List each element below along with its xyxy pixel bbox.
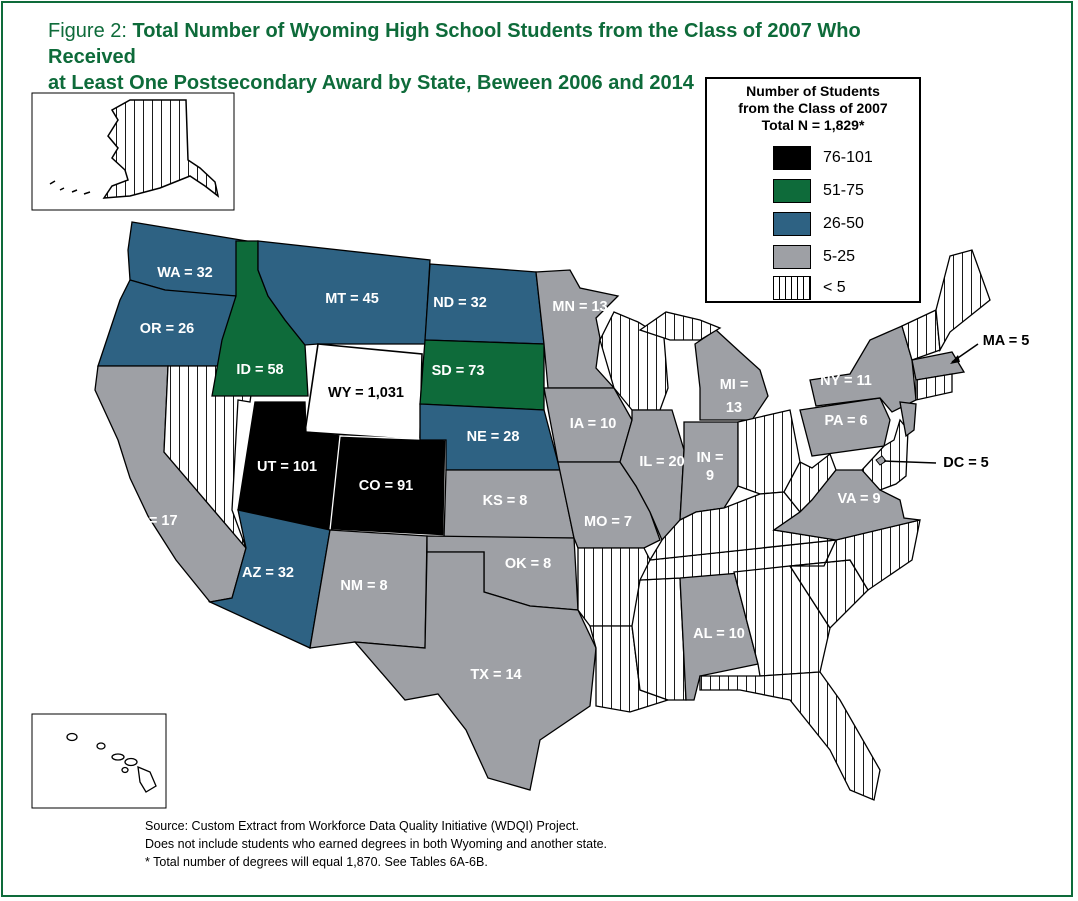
legend-item-5-25: 5-25 [773, 244, 913, 270]
source-note: Source: Custom Extract from Workforce Da… [145, 817, 765, 871]
legend-swatch-black [773, 146, 811, 170]
legend-label: 26-50 [823, 215, 864, 232]
label-VA: VA = 9 [837, 491, 880, 507]
label-MO: MO = 7 [584, 514, 632, 530]
label-WA: WA = 32 [157, 265, 212, 281]
label-NE: NE = 28 [467, 429, 520, 445]
label-IN-1: IN = [697, 450, 724, 466]
state-ME [935, 249, 991, 353]
alaska-islands [49, 180, 91, 195]
legend-item-76-101: 76-101 [773, 145, 913, 171]
legend-swatch-gray [773, 245, 811, 269]
legend-item-lt5: < 5 [773, 275, 913, 301]
state-NJ [899, 401, 917, 438]
legend-label: 76-101 [823, 149, 873, 166]
source-line-1: Source: Custom Extract from Workforce Da… [145, 819, 579, 833]
ma-callout-arrowhead [950, 355, 960, 364]
state-TX [353, 551, 597, 791]
legend-item-26-50: 26-50 [773, 211, 913, 237]
legend: Number of Students from the Class of 200… [705, 77, 921, 303]
source-line-2: Does not include students who earned deg… [145, 837, 607, 851]
hawaii-inset-box [31, 713, 167, 809]
legend-title-line-1: Number of Students [746, 83, 880, 99]
label-TX: TX = 14 [470, 667, 521, 683]
legend-label: 51-75 [823, 182, 864, 199]
title-line-1: Total Number of Wyoming High School Stud… [48, 20, 861, 68]
legend-label: 5-25 [823, 248, 856, 265]
label-CO: CO = 91 [359, 478, 413, 494]
label-MT: MT = 45 [325, 291, 379, 307]
label-PA: PA = 6 [824, 413, 867, 429]
state-labels: WA = 32 OR = 26 ID = 58 MT = 45 WY = 1,0… [124, 265, 1029, 683]
state-IL [619, 409, 685, 542]
legend-swatch-green [773, 179, 811, 203]
label-AZ: AZ = 32 [242, 565, 294, 581]
legend-title-line-2: from the Class of 2007 [738, 100, 888, 116]
dc-callout-line [883, 460, 937, 464]
label-AL: AL = 10 [693, 626, 745, 642]
label-NM: NM = 8 [340, 578, 387, 594]
state-MS [631, 577, 687, 701]
state-MN [535, 269, 620, 389]
label-IL: IL = 20 [639, 454, 684, 470]
legend-swatch-blue [773, 212, 811, 236]
label-MI-1: MI = [720, 377, 749, 393]
label-OK: OK = 8 [505, 556, 551, 572]
state-AK [102, 99, 220, 199]
source-line-3: * Total number of degrees will equal 1,8… [145, 855, 488, 869]
label-WY: WY = 1,031 [328, 385, 404, 401]
state-MI-upper [638, 311, 722, 341]
label-MA: MA = 5 [983, 333, 1030, 349]
label-UT: UT = 101 [257, 459, 317, 475]
title-line-2: at Least One Postsecondary Award by Stat… [48, 72, 694, 94]
label-MN: MN = 13 [552, 299, 607, 315]
label-IN-2: 9 [706, 468, 714, 484]
state-CT-RI [915, 373, 953, 401]
label-CA: CA = 17 [124, 513, 177, 529]
label-IA: IA = 10 [570, 416, 617, 432]
label-OR: OR = 26 [140, 321, 194, 337]
label-DC: DC = 5 [943, 455, 989, 471]
legend-title-line-3: Total N = 1,829* [761, 117, 865, 133]
figure-title: Figure 2: Total Number of Wyoming High S… [48, 18, 948, 96]
state-FL [699, 671, 881, 801]
state-NY [809, 325, 917, 413]
label-NY: NY = 11 [820, 373, 872, 389]
state-MA [911, 351, 966, 381]
legend-label: < 5 [823, 279, 846, 296]
label-SD: SD = 73 [432, 363, 485, 379]
state-MI [694, 329, 769, 421]
legend-title: Number of Students from the Class of 200… [707, 83, 919, 134]
label-KS: KS = 8 [483, 493, 528, 509]
label-ID: ID = 58 [236, 362, 283, 378]
state-HI [66, 732, 157, 793]
label-MI-2: 13 [726, 400, 742, 416]
legend-item-51-75: 51-75 [773, 178, 913, 204]
figure-number: Figure 2: [48, 20, 133, 42]
legend-swatch-hatched [773, 276, 811, 300]
label-ND: ND = 32 [433, 295, 487, 311]
